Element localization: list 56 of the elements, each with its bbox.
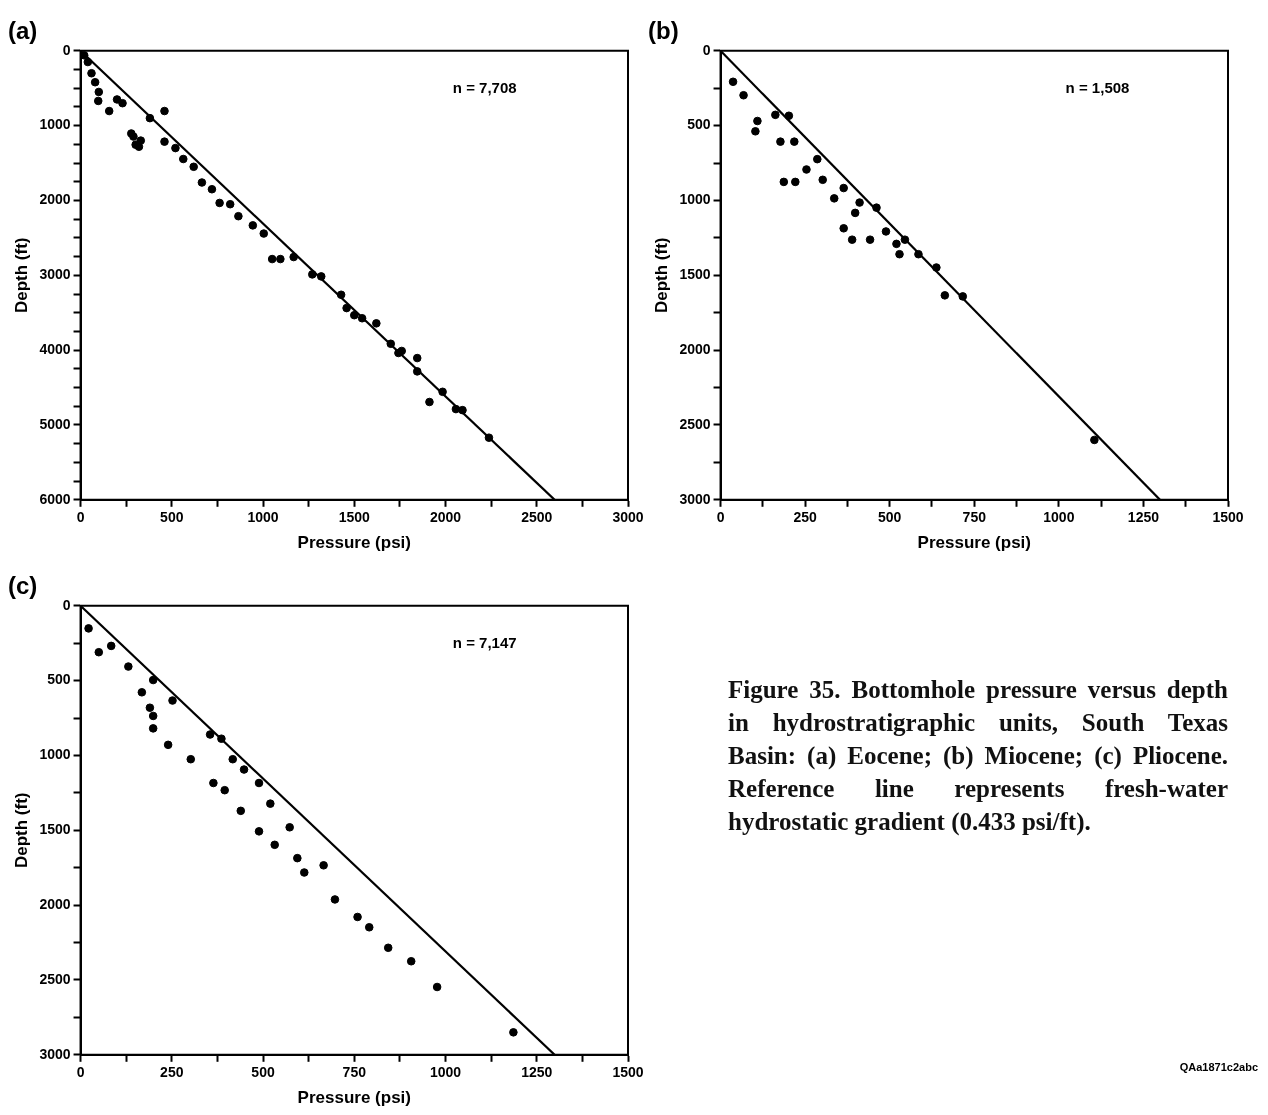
x-tick-label: 1500	[338, 509, 371, 526]
y-tick-label: 3000	[39, 266, 71, 283]
y-tick-label: 0	[702, 41, 711, 58]
x-axis-title: Pressure (psi)	[297, 533, 411, 553]
y-axis-title: Depth (ft)	[11, 792, 31, 869]
x-tick-label: 0	[76, 509, 85, 526]
y-tick-label: 1000	[39, 746, 71, 763]
chart-title: (a)	[8, 17, 38, 45]
annotation: n = 7,708	[452, 79, 517, 97]
y-tick-label: 5000	[39, 415, 71, 432]
chart-title: (b)	[648, 17, 679, 45]
x-tick-label: 1250	[521, 1064, 553, 1081]
x-axis-title: Pressure (psi)	[917, 533, 1031, 553]
x-tick-label: 1500	[612, 1064, 644, 1081]
x-tick-label: 250	[793, 509, 818, 526]
y-tick-label: 500	[47, 671, 71, 688]
y-tick-label: 0	[62, 41, 71, 58]
y-axis-title: Depth (ft)	[11, 237, 31, 314]
y-tick-label: 3000	[679, 490, 711, 507]
y-tick-label: 1500	[679, 266, 711, 283]
x-tick-label: 3000	[612, 509, 644, 526]
text: QAa1871c2abc	[1179, 1061, 1258, 1073]
y-tick-label: 2000	[39, 191, 71, 208]
x-tick-label: 1500	[1212, 509, 1244, 526]
x-tick-label: 250	[160, 1064, 184, 1081]
x-tick-label: 500	[160, 509, 184, 526]
caption: Figure 35. Bottomhole pressure versus depth in hydrostratigraphic units, South Texas Basin: (a) Eocene; (b) Miocene; (c) Pliocene. Reference line represents fresh-water hydrostatic gradient (0.433 psi/ft).	[728, 675, 1228, 838]
y-tick-label: 2500	[39, 970, 71, 987]
x-tick-label: 750	[342, 1064, 367, 1081]
y-tick-label: 2000	[679, 340, 711, 357]
y-tick-label: 1000	[679, 191, 711, 208]
x-tick-label: 500	[251, 1064, 275, 1081]
y-tick-label: 500	[687, 116, 711, 133]
x-tick-label: 750	[962, 509, 987, 526]
y-axis-title: Depth (ft)	[651, 237, 671, 314]
chart-title: (c)	[8, 572, 38, 600]
y-tick-label: 4000	[39, 340, 71, 357]
x-tick-label: 2000	[429, 509, 462, 526]
x-tick-label: 500	[878, 509, 902, 526]
x-tick-label: 2500	[521, 509, 553, 526]
y-tick-label: 1500	[39, 821, 71, 838]
y-tick-label: 0	[62, 596, 71, 613]
x-axis-title: Pressure (psi)	[297, 1088, 411, 1108]
y-tick-label: 2500	[679, 415, 711, 432]
x-tick-label: 1000	[247, 509, 279, 526]
annotation: n = 1,508	[1065, 79, 1130, 97]
x-tick-label: 1000	[429, 1064, 462, 1081]
x-tick-label: 0	[716, 509, 725, 526]
x-tick-label: 1000	[1043, 509, 1075, 526]
y-tick-label: 2000	[39, 895, 71, 912]
x-tick-label: 1250	[1127, 509, 1160, 526]
y-tick-label: 6000	[39, 490, 71, 507]
annotation: n = 7,147	[452, 634, 517, 652]
y-tick-label: 3000	[39, 1045, 71, 1062]
x-tick-label: 0	[76, 1064, 85, 1081]
y-tick-label: 1000	[39, 116, 71, 133]
